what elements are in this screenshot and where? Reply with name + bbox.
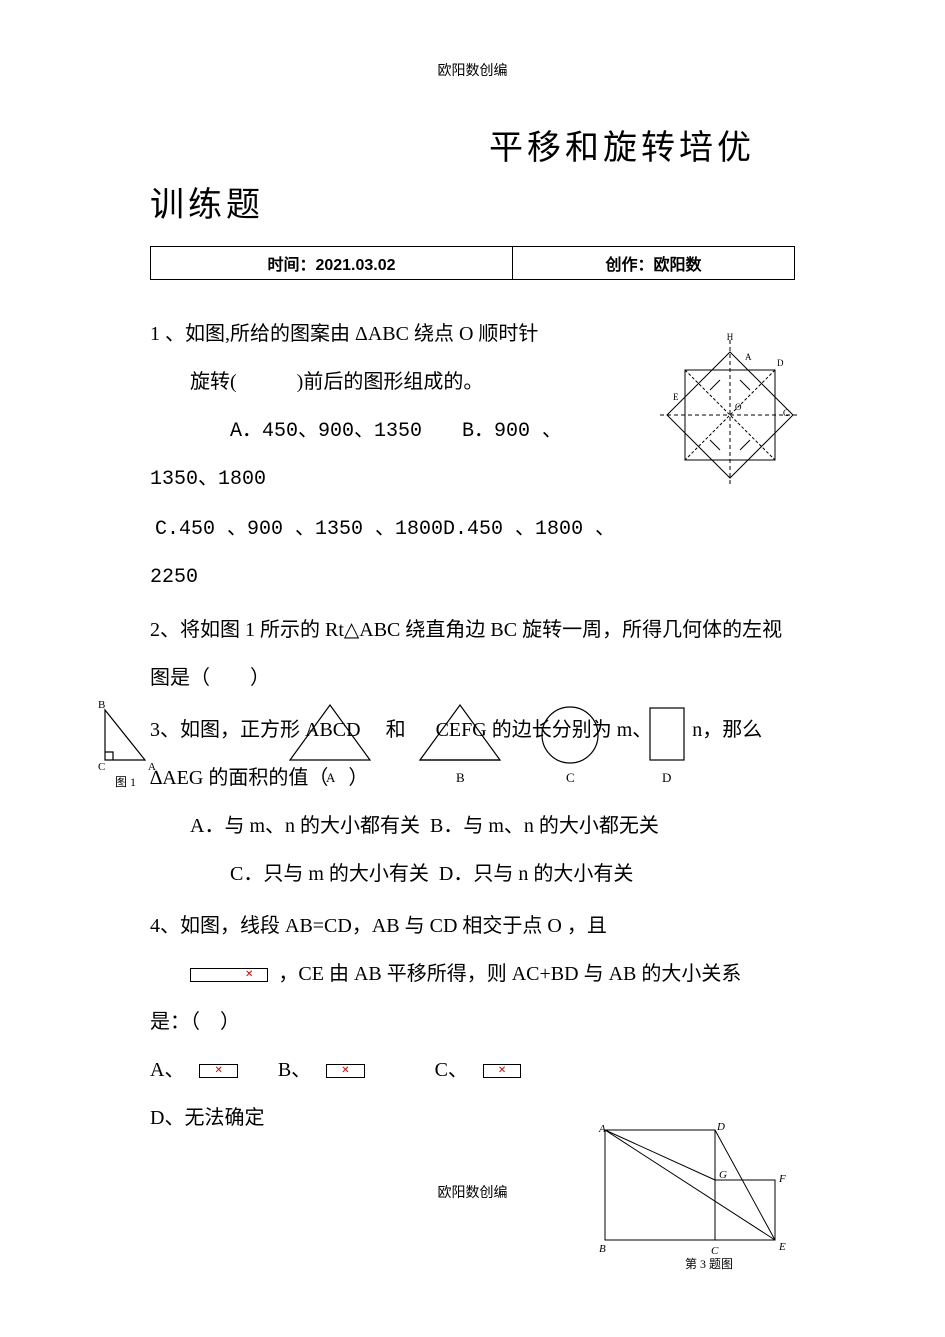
fig3-B: B — [599, 1243, 606, 1255]
q3-figure: A D G F B C E 第 3 题图 — [595, 1120, 815, 1270]
fig1-E: E — [673, 392, 679, 402]
q4: 4、如图，线段 AB=CD，AB 与 CD 相交于点 O ，且 ✕ ，CE 由 … — [150, 902, 795, 1142]
time-label: 时间： — [267, 257, 315, 274]
fig3-D: D — [716, 1121, 725, 1133]
q4-line3: 是：（ ） — [150, 998, 795, 1046]
q3-optB: B．与 m、n 的大小都无关 — [430, 815, 659, 837]
q2: 2、将如图 1 所示的 Rt△ABC 绕直角边 BC 旋转一周，所得几何体的左视… — [150, 606, 795, 702]
q4-opts: A、 ✕ B、 ✕ C、 ✕ — [150, 1046, 795, 1094]
q4-optB: B、 — [278, 1059, 311, 1081]
q3: B C A 图 1 A B — [150, 706, 795, 898]
q3-optD: D．只与 n 的大小有关 — [439, 863, 633, 885]
content: H A D E O C 1 、如图,所给的图案由 ΔABC 绕点 O 顺时针 旋… — [150, 310, 795, 1142]
q4-line2a: ，CE 由 AB 平移所得，则 AC+BD 与 AB 的大小关系 — [278, 963, 741, 985]
info-author-cell: 创作：欧阳数 — [512, 247, 794, 280]
placeholder-icon: ✕ — [483, 1064, 521, 1078]
fig3-G: G — [719, 1169, 727, 1181]
fig2-B: B — [98, 699, 105, 711]
fig1-D: D — [777, 358, 784, 368]
fig2-optD: D — [662, 770, 671, 785]
q3-optsAB: A．与 m、n 的大小都有关 B．与 m、n 的大小都无关 — [150, 802, 795, 850]
title-main: 平移和旋转培优 — [150, 120, 795, 169]
fig1-H: H — [727, 332, 734, 342]
info-table: 时间：2021.03.02 创作：欧阳数 — [150, 246, 795, 280]
page: 欧阳数创编 平移和旋转培优 训练题 时间：2021.03.02 创作：欧阳数 — [0, 0, 945, 1242]
q1-optC: C.450 、900 、1350 、1800 — [155, 518, 443, 541]
q4-optC: C、 — [435, 1059, 468, 1081]
author-value: 欧阳数 — [653, 257, 701, 274]
fig1-O: O — [735, 402, 742, 412]
info-time-cell: 时间：2021.03.02 — [151, 247, 513, 280]
fig2-C: C — [98, 761, 105, 773]
fig2-optA: A — [326, 770, 336, 785]
q1-optA: A．450、900、1350 — [230, 420, 422, 443]
title-sub: 训练题 — [150, 177, 795, 226]
fig3-A: A — [598, 1123, 606, 1135]
header-top: 欧阳数创编 — [150, 60, 795, 80]
fig3-C: C — [711, 1245, 719, 1257]
fig3-E: E — [778, 1241, 786, 1253]
q4-line1: 4、如图，线段 AB=CD，AB 与 CD 相交于点 O ，且 — [150, 902, 795, 950]
q4-optA: A、 — [150, 1059, 184, 1081]
q1-opts-row2: C.450 、900 、1350 、1800D.450 、1800 、 — [150, 504, 795, 554]
q4-line2: ✕ ，CE 由 AB 平移所得，则 AC+BD 与 AB 的大小关系 — [150, 950, 795, 998]
q1-figure: H A D E O C — [655, 330, 805, 480]
author-label: 创作： — [605, 257, 653, 274]
q2-text: 2、将如图 1 所示的 Rt△ABC 绕直角边 BC 旋转一周，所得几何体的左视… — [150, 619, 782, 689]
q3-optsCD: C．只与 m 的大小有关 D．只与 n 的大小有关 — [150, 850, 795, 898]
fig2-optC: C — [566, 770, 575, 785]
fig1-C: C — [783, 408, 789, 418]
q3-optA: A．与 m、n 的大小都有关 — [190, 815, 420, 837]
q3-optC: C．只与 m 的大小有关 — [230, 863, 429, 885]
fig2-A: A — [148, 761, 156, 773]
time-value: 2021.03.02 — [315, 257, 395, 274]
placeholder-icon: ✕ — [199, 1064, 237, 1078]
placeholder-icon: ✕ — [326, 1064, 364, 1078]
q2-figures-row: B C A 图 1 A B — [90, 690, 810, 800]
fig1-A: A — [745, 352, 752, 362]
q1-optD2: 2250 — [150, 554, 795, 602]
placeholder-icon: ✕ — [190, 968, 268, 982]
fig2-caption: 图 1 — [115, 775, 136, 789]
q1-optB: B．900 、 — [462, 420, 562, 443]
fig3-F: F — [778, 1173, 786, 1185]
fig2-optB: B — [456, 770, 465, 785]
fig3-caption: 第 3 题图 — [685, 1257, 733, 1271]
q1-optD: D.450 、1800 、 — [443, 518, 615, 541]
